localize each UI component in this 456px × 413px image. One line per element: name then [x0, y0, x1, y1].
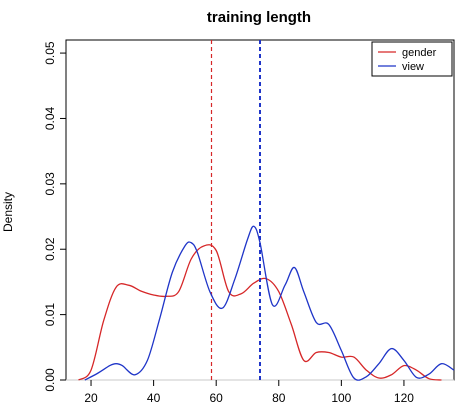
y-tick-label: 0.05 — [43, 41, 57, 65]
x-tick-label: 120 — [394, 391, 414, 405]
x-tick-label: 80 — [272, 391, 286, 405]
legend-label-view: view — [402, 61, 424, 73]
y-tick-label: 0.01 — [43, 303, 57, 327]
x-tick-label: 60 — [210, 391, 224, 405]
x-tick-label: 20 — [84, 391, 98, 405]
plot-area: 20 40 60 80 100 120 0.00 0.01 0.02 0.03 0.04 0.05 ge… — [43, 39, 455, 405]
y-tick-label: 0.04 — [43, 106, 57, 130]
y-tick-label: 0.03 — [43, 172, 57, 196]
legend-label-gender: gender — [402, 47, 437, 59]
x-tick-label: 100 — [331, 391, 351, 405]
x-tick-label: 40 — [147, 391, 161, 405]
y-tick-label: 0.00 — [43, 368, 57, 392]
y-axis-label: Density — [1, 192, 15, 232]
legend-box — [371, 41, 453, 77]
series-line-view — [84, 225, 455, 381]
chart-title: training length — [207, 9, 311, 26]
y-tick-label: 0.02 — [43, 237, 57, 261]
